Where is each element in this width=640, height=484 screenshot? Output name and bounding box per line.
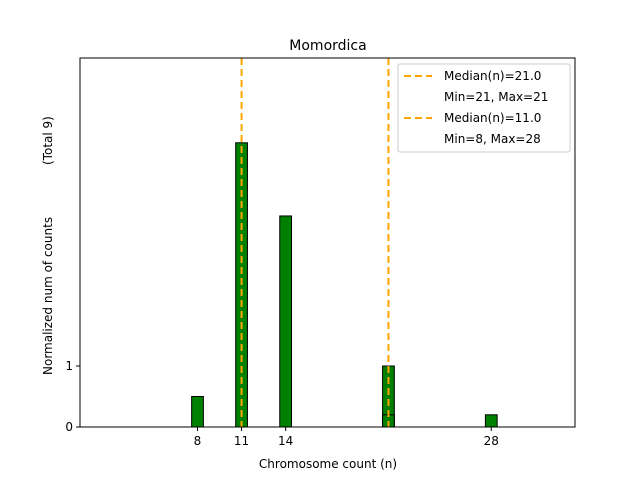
x-tick-label: 11 [234, 434, 249, 448]
legend-label-1: Median(n)=21.0 [444, 69, 541, 83]
y-tick-label: 1 [65, 359, 73, 373]
bar-series2-x14 [279, 215, 293, 428]
y-tick-label: 0 [65, 420, 73, 434]
bar-series2-x28 [484, 414, 498, 428]
plot-frame [79, 57, 576, 428]
y-axis-label: Normalized num of counts [41, 217, 55, 375]
chart-title: Momordica [289, 38, 366, 54]
x-axis-label: Chromosome count (n) [259, 457, 397, 471]
x-tick-label: 14 [278, 434, 293, 448]
legend-label-2: Median(n)=11.0 [444, 111, 541, 125]
legend-range-2: Min=8, Max=28 [444, 132, 541, 146]
legend-box [397, 63, 571, 153]
bar-series2-x8 [191, 396, 204, 428]
x-tick-label: 8 [194, 434, 202, 448]
x-tick-label: 28 [484, 434, 499, 448]
legend: Median(n)=21.0 Min=21, Max=21 Median(n)=… [397, 63, 571, 153]
y-axis-total-note: (Total 9) [41, 116, 55, 165]
legend-range-1: Min=21, Max=21 [444, 90, 548, 104]
